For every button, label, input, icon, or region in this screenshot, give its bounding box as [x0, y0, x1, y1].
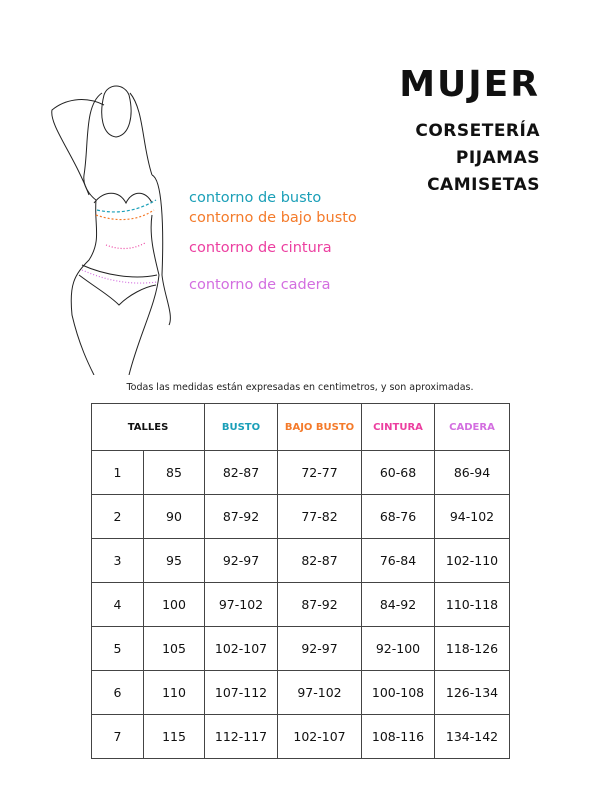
- bajo-busto-value: 72-77: [277, 450, 362, 495]
- busto-value: 92-97: [204, 538, 278, 583]
- label-contorno-busto: contorno de busto: [189, 190, 322, 206]
- bajo-busto-value: 77-82: [277, 494, 362, 539]
- talle-number: 3: [91, 538, 144, 583]
- cadera-value: 118-126: [434, 626, 510, 671]
- cadera-value: 126-134: [434, 670, 510, 715]
- size-table: TALLES BUSTO BAJO BUSTO CINTURA CADERA 1…: [91, 403, 510, 759]
- talle-size: 100: [143, 582, 205, 627]
- label-contorno-bajo-busto: contorno de bajo busto: [189, 210, 357, 226]
- header-bajo-busto: BAJO BUSTO: [277, 403, 362, 451]
- bajo-busto-value: 92-97: [277, 626, 362, 671]
- talle-size: 95: [143, 538, 205, 583]
- body-figure-illustration: [51, 85, 171, 375]
- talle-number: 2: [91, 494, 144, 539]
- talle-number: 7: [91, 714, 144, 759]
- header-talles: TALLES: [91, 403, 205, 451]
- bajo-busto-value: 82-87: [277, 538, 362, 583]
- table-row: 6 110 107-112 97-102 100-108 126-134: [91, 670, 510, 715]
- page-title: MUJER: [399, 64, 540, 105]
- talle-number: 6: [91, 670, 144, 715]
- cintura-value: 100-108: [361, 670, 435, 715]
- bajo-busto-value: 102-107: [277, 714, 362, 759]
- talle-number: 5: [91, 626, 144, 671]
- bajo-busto-value: 87-92: [277, 582, 362, 627]
- table-header-row: TALLES BUSTO BAJO BUSTO CINTURA CADERA: [91, 403, 510, 451]
- bajo-busto-value: 97-102: [277, 670, 362, 715]
- busto-value: 87-92: [204, 494, 278, 539]
- table-row: 3 95 92-97 82-87 76-84 102-110: [91, 538, 510, 583]
- category-corseteria: CORSETERÍA: [415, 121, 540, 141]
- table-row: 2 90 87-92 77-82 68-76 94-102: [91, 494, 510, 539]
- table-row: 5 105 102-107 92-97 92-100 118-126: [91, 626, 510, 671]
- cintura-value: 68-76: [361, 494, 435, 539]
- cadera-value: 94-102: [434, 494, 510, 539]
- table-row: 1 85 82-87 72-77 60-68 86-94: [91, 450, 510, 495]
- cintura-value: 108-116: [361, 714, 435, 759]
- busto-value: 102-107: [204, 626, 278, 671]
- cadera-value: 134-142: [434, 714, 510, 759]
- cadera-value: 110-118: [434, 582, 510, 627]
- header-busto: BUSTO: [204, 403, 278, 451]
- busto-value: 112-117: [204, 714, 278, 759]
- header-cintura: CINTURA: [361, 403, 435, 451]
- category-list: CORSETERÍA PIJAMAS CAMISETAS: [415, 118, 540, 199]
- label-contorno-cadera: contorno de cadera: [189, 277, 331, 293]
- category-pijamas: PIJAMAS: [455, 148, 540, 168]
- header-cadera: CADERA: [434, 403, 510, 451]
- cintura-value: 84-92: [361, 582, 435, 627]
- talle-number: 1: [91, 450, 144, 495]
- measurement-note: Todas las medidas están expresadas en ce…: [126, 382, 474, 393]
- table-row: 4 100 97-102 87-92 84-92 110-118: [91, 582, 510, 627]
- talle-number: 4: [91, 582, 144, 627]
- cintura-value: 92-100: [361, 626, 435, 671]
- cadera-value: 86-94: [434, 450, 510, 495]
- busto-value: 107-112: [204, 670, 278, 715]
- table-row: 7 115 112-117 102-107 108-116 134-142: [91, 714, 510, 759]
- talle-size: 115: [143, 714, 205, 759]
- cintura-value: 76-84: [361, 538, 435, 583]
- talle-size: 110: [143, 670, 205, 715]
- talle-size: 90: [143, 494, 205, 539]
- talle-size: 85: [143, 450, 205, 495]
- label-contorno-cintura: contorno de cintura: [189, 240, 332, 256]
- talle-size: 105: [143, 626, 205, 671]
- cadera-value: 102-110: [434, 538, 510, 583]
- category-camisetas: CAMISETAS: [427, 175, 540, 195]
- busto-value: 97-102: [204, 582, 278, 627]
- cintura-value: 60-68: [361, 450, 435, 495]
- busto-value: 82-87: [204, 450, 278, 495]
